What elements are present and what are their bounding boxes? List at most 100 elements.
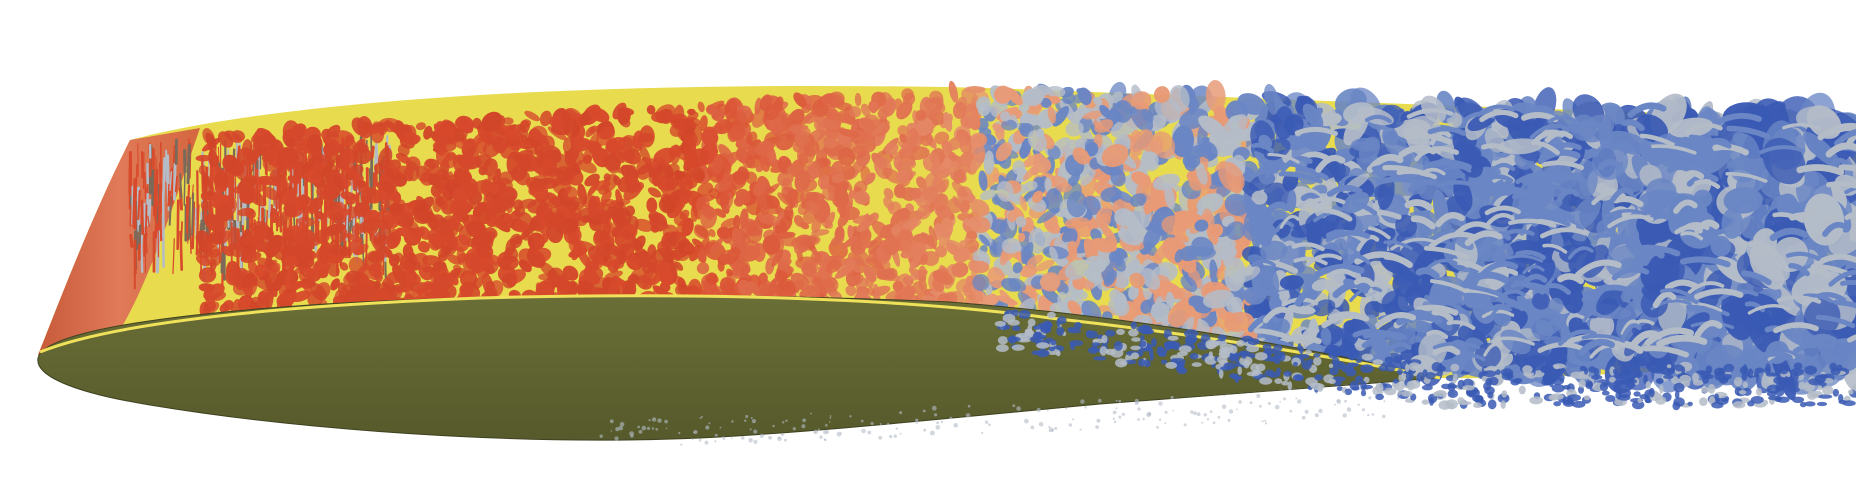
vortex-blob	[1019, 137, 1032, 159]
vortex-streak	[169, 171, 173, 192]
vortex-blob	[527, 235, 536, 251]
vortex-blob	[735, 147, 749, 164]
vortex-blob	[884, 142, 899, 155]
vortex-blob	[1022, 153, 1043, 168]
vortex-blob	[361, 187, 383, 204]
vortex-streak	[174, 175, 178, 192]
vortex-streak	[157, 220, 160, 258]
vortex-blob	[255, 224, 269, 239]
vortex-blob	[324, 196, 334, 213]
vortex-streak	[154, 213, 158, 239]
vortex-blob	[1109, 288, 1121, 302]
vortex-blob	[793, 92, 807, 108]
vortex-streak	[172, 162, 177, 201]
vortex-blob	[524, 110, 540, 122]
vortex-blob	[708, 228, 716, 238]
vortex-streak	[186, 184, 191, 219]
vortex-blob	[562, 265, 579, 281]
vortex-streak	[132, 178, 137, 228]
vortex-streak	[129, 233, 134, 248]
vortex-blob	[370, 125, 385, 144]
vortex-blob	[1036, 128, 1045, 138]
vortex-blob	[1150, 302, 1170, 322]
vortex-blob	[1111, 91, 1124, 104]
vortex-streak	[155, 156, 158, 181]
vortex-streak	[152, 191, 156, 217]
vortex-blob	[646, 105, 656, 115]
vortex-blob	[642, 269, 654, 290]
vortex-blob	[793, 215, 805, 227]
vortex-blob	[883, 187, 894, 200]
vortex-streak	[191, 192, 195, 236]
vortex-blob	[918, 265, 927, 282]
vortex-blob	[310, 282, 327, 301]
vortex-blob	[208, 149, 219, 169]
vortex-blob	[697, 101, 705, 113]
vortex-structures	[128, 80, 1856, 401]
vortex-streak	[172, 238, 175, 275]
vortex-streak	[370, 145, 375, 159]
vortex-streak	[140, 199, 144, 236]
vortex-blob	[847, 224, 854, 241]
vortex-blob	[647, 187, 662, 198]
vortex-blob	[417, 240, 430, 253]
vortex-blob	[365, 218, 379, 236]
vortex-blob	[854, 92, 862, 107]
vortex-blob	[634, 218, 654, 232]
vortex-blob	[877, 108, 889, 120]
vortex-blob	[392, 264, 407, 286]
vortex-blob	[935, 245, 948, 258]
vortex-blob	[978, 170, 988, 192]
vortex-blob	[964, 85, 986, 94]
vortex-blob	[415, 122, 426, 131]
vortex-blob	[232, 264, 242, 288]
vortex-blob	[720, 217, 738, 229]
vortex-blob	[612, 175, 621, 186]
vortex-streak	[147, 215, 150, 228]
vortex-blob	[1080, 165, 1096, 186]
vortex-blob	[629, 256, 643, 264]
vortex-streak	[135, 163, 138, 199]
vortex-streak	[176, 199, 180, 251]
vortex-blob	[898, 207, 911, 220]
vortex-streak	[151, 169, 155, 207]
vortex-blob	[518, 259, 532, 273]
vortex-blob	[916, 176, 927, 190]
vortex-blob	[375, 209, 392, 223]
vortex-blob	[894, 184, 905, 199]
vortex-blob	[1112, 269, 1130, 289]
vortex-blob	[502, 117, 514, 125]
vortex-streak	[195, 206, 200, 256]
vortex-blob	[824, 138, 838, 149]
vortex-blob	[437, 243, 454, 258]
vortex-blob	[726, 268, 734, 277]
vortex-streak	[375, 141, 379, 165]
vortex-streak	[144, 171, 147, 200]
vortex-streak	[137, 224, 142, 245]
vortex-blob	[539, 110, 552, 127]
vortex-streak	[158, 162, 162, 214]
vortex-blob	[857, 228, 872, 245]
vortex-streak	[188, 196, 191, 239]
vortex-streak	[147, 198, 152, 225]
vortex-blob	[860, 103, 871, 117]
vortex-streak	[156, 206, 159, 224]
vortex-blob	[224, 130, 243, 143]
vortex-blob	[960, 114, 971, 128]
vortex-blob	[395, 153, 411, 164]
vortex-blob	[213, 172, 229, 189]
vortex-blob	[1113, 100, 1133, 123]
vortex-streak	[180, 221, 183, 247]
vortex-blob	[696, 262, 710, 275]
vortex-blob	[240, 251, 262, 263]
vortex-streak	[179, 172, 183, 199]
vortex-streak	[169, 197, 172, 221]
vortex-streak	[183, 168, 186, 206]
vortex-streak	[186, 143, 191, 185]
vortex-blob	[388, 253, 400, 267]
vortex-streak	[129, 205, 132, 227]
vortex-blob	[752, 242, 766, 262]
vortex-blob	[817, 174, 832, 189]
